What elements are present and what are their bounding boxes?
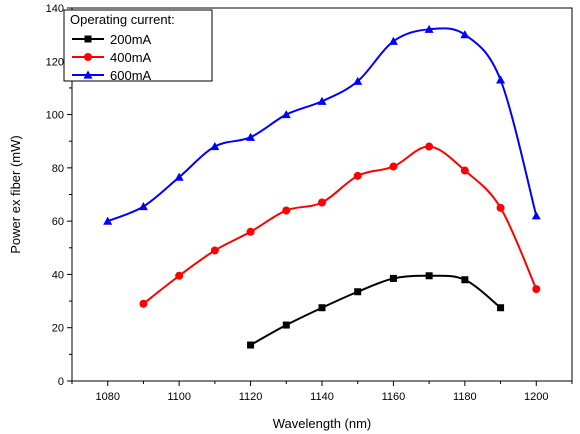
y-tick-label: 120 xyxy=(46,56,64,68)
data-point xyxy=(318,304,326,312)
y-tick-label: 60 xyxy=(52,216,64,228)
data-point xyxy=(210,142,220,151)
data-point xyxy=(175,271,184,280)
data-point xyxy=(174,172,184,181)
data-point xyxy=(139,299,148,308)
data-point xyxy=(247,341,255,349)
data-point xyxy=(317,96,327,105)
x-tick-label: 1180 xyxy=(453,391,477,403)
y-tick-label: 100 xyxy=(46,110,64,122)
series-group xyxy=(103,24,541,349)
data-point xyxy=(425,142,434,151)
y-tick-label: 20 xyxy=(52,323,64,335)
data-point xyxy=(425,272,433,280)
x-tick-label: 1160 xyxy=(382,391,406,403)
data-point xyxy=(460,166,469,175)
data-point xyxy=(388,36,398,45)
axes: 1080 1100 1120 1140 1160 1180 1200 0 20 40 60 80 100… xyxy=(46,3,573,403)
y-tick-label: 80 xyxy=(52,163,64,175)
data-point xyxy=(424,24,434,33)
legend-label: 600mA xyxy=(110,68,152,83)
legend-swatch-marker xyxy=(83,70,93,79)
x-tick-label: 1200 xyxy=(524,391,548,403)
data-point xyxy=(389,162,398,171)
legend-item: 600mA xyxy=(72,68,152,83)
data-point xyxy=(282,206,291,215)
data-point xyxy=(318,198,326,207)
data-point xyxy=(103,216,113,225)
data-point xyxy=(461,276,469,284)
data-point xyxy=(353,76,363,85)
x-tick-label: 1120 xyxy=(239,391,263,403)
legend-swatch-marker xyxy=(84,53,92,61)
series-400mA xyxy=(139,142,541,308)
legend: Operating current: 200mA 400mA 600mA xyxy=(63,9,213,83)
y-tick-label: 140 xyxy=(46,3,64,15)
data-point xyxy=(496,203,505,212)
data-point xyxy=(246,132,256,141)
x-axis-title: Wavelength (nm) xyxy=(273,416,372,431)
data-point xyxy=(389,274,397,282)
x-tick-label: 1140 xyxy=(310,391,334,403)
x-tick-label: 1080 xyxy=(95,391,119,403)
y-axis-title: Power ex fiber (mW) xyxy=(8,135,23,253)
legend-box xyxy=(63,9,213,82)
legend-items: 200mA 400mA 600mA xyxy=(72,32,152,83)
y-tick-label: 0 xyxy=(58,376,64,388)
data-point xyxy=(353,171,362,180)
x-tick-label: 1100 xyxy=(167,391,191,403)
legend-item: 200mA xyxy=(72,32,152,47)
data-point xyxy=(138,201,148,211)
data-point xyxy=(282,321,290,329)
data-point xyxy=(246,227,255,236)
data-point xyxy=(531,211,541,220)
data-point xyxy=(281,110,291,119)
data-point xyxy=(460,30,470,39)
data-point xyxy=(497,304,505,312)
y-tick-label: 40 xyxy=(52,269,64,281)
legend-label: 400mA xyxy=(110,50,152,65)
legend-item: 400mA xyxy=(72,50,152,65)
legend-swatch-marker xyxy=(84,35,92,43)
data-point xyxy=(496,75,506,84)
data-point xyxy=(532,285,541,294)
series-600mA xyxy=(103,24,541,225)
legend-title: Operating current: xyxy=(70,12,175,27)
legend-label: 200mA xyxy=(110,32,152,47)
series-200mA xyxy=(247,272,505,349)
data-point xyxy=(210,246,219,255)
data-point xyxy=(354,288,362,296)
